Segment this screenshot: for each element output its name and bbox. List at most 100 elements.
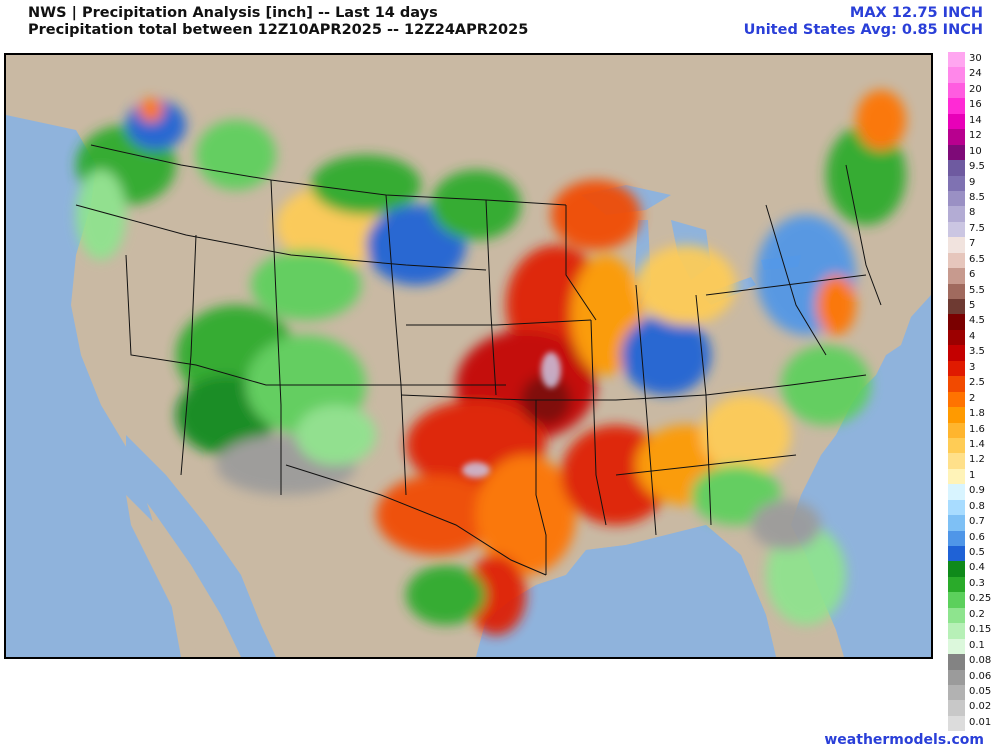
legend-item: 24 (948, 67, 998, 83)
site-credit[interactable]: weathermodels.com (824, 732, 984, 748)
legend-label: 0.2 (969, 608, 985, 620)
legend-item: 0.01 (948, 715, 998, 732)
legend-swatch (948, 453, 965, 469)
legend-swatch (948, 468, 965, 485)
legend-swatch (948, 561, 965, 577)
legend-label: 0.02 (969, 701, 992, 713)
legend-label: 6 (969, 269, 976, 281)
legend-item: 7.5 (948, 221, 998, 238)
map-canvas (6, 55, 931, 657)
legend-item: 0.4 (948, 561, 998, 577)
legend-label: 16 (969, 99, 982, 111)
legend-label: 5.5 (969, 284, 985, 296)
legend-swatch (948, 407, 965, 423)
legend-swatch (948, 607, 965, 624)
legend-label: 2 (969, 392, 976, 404)
legend-swatch (948, 314, 965, 330)
legend-swatch (948, 391, 965, 408)
legend-swatch (948, 345, 965, 361)
max-precip-label: MAX 12.75 INCH (849, 5, 983, 21)
legend-item: 0.9 (948, 484, 998, 500)
legend-item: 14 (948, 113, 998, 130)
legend-item: 0.1 (948, 638, 998, 655)
legend-swatch (948, 546, 965, 562)
legend-swatch (948, 206, 965, 222)
legend-label: 8.5 (969, 191, 985, 203)
gulf-of-california (126, 435, 276, 657)
legend-swatch (948, 98, 965, 114)
legend-item: 0.06 (948, 669, 998, 685)
legend-swatch (948, 329, 965, 346)
legend-label: 4 (969, 330, 976, 342)
legend-label: 30 (969, 53, 982, 64)
legend-item: 9.5 (948, 160, 998, 176)
legend-item: 7 (948, 237, 998, 253)
legend-swatch (948, 268, 965, 284)
legend-label: 1.6 (969, 423, 985, 435)
legend-item: 6.5 (948, 252, 998, 269)
precip-field (76, 90, 906, 635)
legend-item: 0.25 (948, 592, 998, 608)
legend-item: 6 (948, 268, 998, 284)
gulf-of-mexico (476, 525, 776, 657)
legend-label: 0.7 (969, 516, 985, 528)
legend-label: 3 (969, 361, 976, 373)
legend-swatch (948, 252, 965, 269)
legend-item: 10 (948, 144, 998, 161)
legend-swatch (948, 299, 965, 315)
legend-label: 1.4 (969, 438, 985, 450)
map-stats: MAX 12.75 INCH United States Avg: 0.85 I… (744, 5, 983, 39)
legend-swatch (948, 360, 965, 377)
legend-item: 0.6 (948, 530, 998, 546)
title-line-2: Precipitation total between 12Z10APR2025… (28, 22, 529, 38)
baja-peninsula (126, 495, 221, 657)
legend-item: 2.5 (948, 376, 998, 392)
legend-item: 1 (948, 468, 998, 485)
title-line-1: NWS | Precipitation Analysis [inch] -- L… (28, 5, 438, 21)
legend-label: 20 (969, 83, 982, 95)
legend-label: 14 (969, 114, 982, 126)
legend-swatch (948, 530, 965, 546)
legend-swatch (948, 190, 965, 207)
legend-swatch (948, 113, 965, 130)
legend-swatch (948, 422, 965, 438)
legend-swatch (948, 684, 965, 701)
legend-label: 7.5 (969, 222, 985, 234)
legend-swatch (948, 484, 965, 500)
legend-label: 24 (969, 68, 982, 80)
legend-item: 12 (948, 129, 998, 145)
legend-label: 0.15 (969, 624, 992, 636)
us-average-label: United States Avg: 0.85 INCH (743, 22, 983, 38)
legend-label: 0.4 (969, 562, 985, 574)
legend-item: 8 (948, 206, 998, 222)
legend-item: 5 (948, 299, 998, 315)
legend-label: 0.9 (969, 485, 985, 497)
precipitation-map[interactable] (4, 53, 933, 659)
legend-swatch (948, 67, 965, 83)
legend-item: 3.5 (948, 345, 998, 361)
legend-swatch (948, 376, 965, 392)
legend-label: 7 (969, 238, 976, 250)
legend-item: 4.5 (948, 314, 998, 330)
legend-item: 1.2 (948, 453, 998, 469)
legend-label: 0.25 (969, 593, 992, 605)
legend-swatch (948, 623, 965, 639)
legend-item: 1.8 (948, 407, 998, 423)
legend-item: 0.7 (948, 515, 998, 531)
legend-label: 1 (969, 469, 976, 481)
legend-item: 2 (948, 391, 998, 408)
legend-label: 0.01 (969, 716, 992, 728)
legend-item: 0.08 (948, 654, 998, 670)
legend-item: 9 (948, 175, 998, 191)
legend-item: 0.15 (948, 623, 998, 639)
legend-label: 0.06 (969, 670, 992, 682)
legend-swatch (948, 144, 965, 161)
legend-swatch (948, 52, 965, 68)
legend-swatch (948, 221, 965, 238)
legend-label: 0.8 (969, 500, 985, 512)
legend-item: 30 (948, 52, 998, 68)
legend-item: 1.6 (948, 422, 998, 438)
legend-swatch (948, 160, 965, 176)
legend-swatch (948, 654, 965, 670)
legend-swatch (948, 669, 965, 685)
